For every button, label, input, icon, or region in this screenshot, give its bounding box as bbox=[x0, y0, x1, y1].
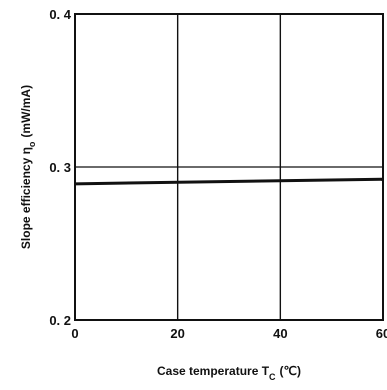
y-tick-label: 0. 4 bbox=[49, 7, 71, 22]
series-line bbox=[74, 177, 384, 186]
x-axis-label-sub: C bbox=[269, 372, 276, 382]
y-axis-label: Slope efficiency ηo (mW/mA) bbox=[19, 85, 37, 249]
grid bbox=[75, 14, 383, 320]
series-layer bbox=[74, 177, 384, 186]
y-axis-label-sub: o bbox=[27, 141, 37, 147]
x-axis-label-main: Case temperature T bbox=[157, 364, 270, 378]
x-tick-label: 0 bbox=[71, 326, 78, 341]
y-tick-label: 0. 2 bbox=[49, 313, 71, 328]
x-axis-label: Case temperature TC (℃) bbox=[157, 364, 301, 382]
y-tick-labels: 0. 2 0. 3 0. 4 bbox=[49, 7, 71, 328]
y-axis-label-main: Slope efficiency η bbox=[19, 147, 33, 249]
plot-frame bbox=[74, 13, 384, 321]
x-tick-label: 40 bbox=[273, 326, 287, 341]
x-axis-label-unit: (℃) bbox=[280, 364, 301, 378]
y-axis-label-unit: (mW/mA) bbox=[19, 85, 33, 138]
y-tick-label: 0. 3 bbox=[49, 160, 71, 175]
x-tick-labels: 0 20 40 60 bbox=[71, 326, 387, 341]
x-tick-label: 20 bbox=[170, 326, 184, 341]
x-tick-label: 60 bbox=[376, 326, 387, 341]
